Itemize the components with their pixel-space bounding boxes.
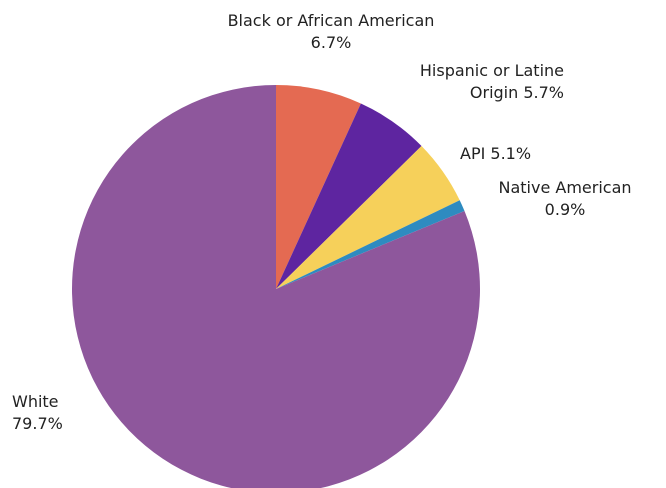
label-api: API 5.1% bbox=[460, 143, 560, 165]
pie-slice-api bbox=[276, 146, 460, 289]
label-hispanic-name: Hispanic or Latine bbox=[419, 61, 564, 80]
pie-slice-white bbox=[71, 85, 480, 488]
label-black-name: Black or African American bbox=[227, 11, 435, 30]
label-hispanic-or-latine-origin: Hispanic or Latine Origin 5.7% bbox=[358, 60, 564, 104]
label-api-text: API 5.1% bbox=[460, 144, 532, 163]
label-native-name: Native American bbox=[498, 178, 632, 197]
label-black-pct: 6.7% bbox=[310, 33, 352, 52]
label-native-american: Native American 0.9% bbox=[470, 177, 660, 221]
label-black-or-african-american: Black or African American 6.7% bbox=[196, 10, 466, 54]
pie-slice-hispanic-or-latine-origin bbox=[276, 103, 422, 289]
label-hispanic-pct: Origin 5.7% bbox=[469, 83, 564, 102]
pie-slice-native-american bbox=[276, 200, 465, 289]
label-white: White 79.7% bbox=[12, 391, 92, 435]
label-white-pct: 79.7% bbox=[12, 414, 63, 433]
pie-slice-black-or-african-american bbox=[276, 85, 361, 289]
label-white-name: White bbox=[12, 392, 59, 411]
label-native-pct: 0.9% bbox=[544, 200, 586, 219]
